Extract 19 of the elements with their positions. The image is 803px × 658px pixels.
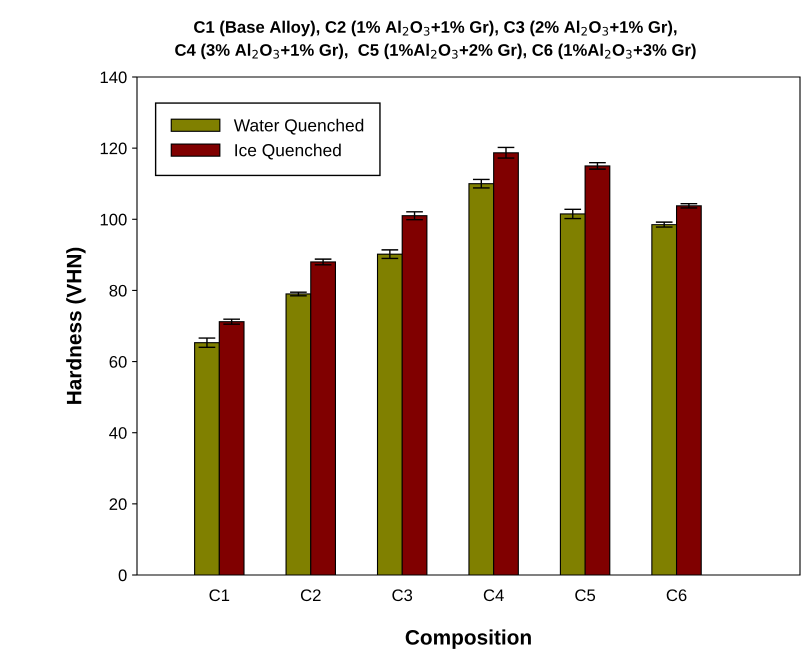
- y-tick-label: 0: [118, 569, 127, 582]
- x-tick-label: C5: [575, 589, 596, 602]
- x-tick-label: C6: [666, 589, 686, 602]
- legend-label: Water Quenched: [234, 118, 364, 135]
- y-tick-label: 140: [100, 71, 127, 84]
- y-tick-label: 120: [100, 142, 127, 154]
- y-axis-title: Hardness (VHN): [66, 248, 86, 404]
- legend-label: Ice Quenched: [235, 144, 341, 160]
- x-tick-label: C1: [209, 589, 230, 602]
- y-tick-label: 40: [109, 427, 127, 439]
- x-tick-label: C4: [484, 589, 504, 602]
- x-axis-title: Composition: [406, 629, 531, 649]
- y-tick-label: 100: [100, 214, 127, 226]
- y-tick-label: 80: [109, 284, 127, 297]
- x-tick-label: C3: [392, 589, 412, 602]
- y-tick-label: 20: [110, 498, 127, 510]
- chart-title: C1 (Base Alloy), C2 (1% Al$_{2}$O$_{3}$+1% Gr), C3 (2% Al$_{2}$O$_{3}$+1% Gr), C4 (3% Al$_{2}$O$_{3}$+1% Gr), C5 (1%Al$_{2}$O$_{3}$+2% Gr), C6 (1%Al$_{2}$O$_{3}$+3% Gr): [175, 20, 696, 60]
- x-tick-label: C2: [300, 589, 321, 602]
- y-tick-label: 60: [110, 356, 127, 368]
